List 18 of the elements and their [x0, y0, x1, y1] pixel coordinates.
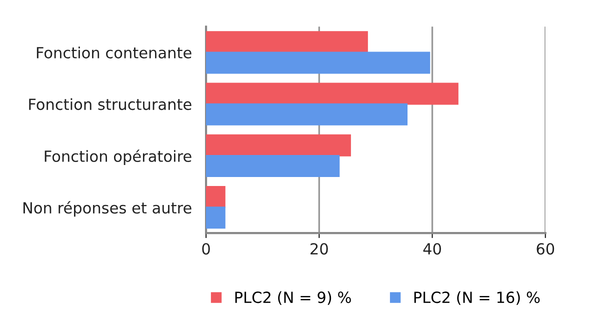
legend-label: PLC2 (N = 9) % [235, 291, 351, 305]
y-tick-label: Fonction opératoire [44, 150, 192, 165]
bar [206, 206, 226, 229]
y-tick-label: Non réponses et autre [23, 201, 192, 217]
x-tick-label: 40 [423, 243, 441, 255]
bar [206, 31, 368, 54]
x-tick-label: 60 [536, 243, 554, 255]
y-tick-label: Fonction contenante [36, 46, 192, 58]
bar [206, 103, 408, 126]
bar [206, 134, 351, 156]
x-tick-label: 0 [202, 243, 210, 255]
bar [206, 82, 458, 105]
y-tick-label: Fonction structurante [29, 98, 192, 110]
bar [206, 186, 226, 208]
legend-label: PLC2 (N = 16) % [414, 291, 540, 305]
bar [206, 52, 430, 74]
x-tick-label: 20 [310, 243, 328, 255]
bar [206, 154, 340, 178]
